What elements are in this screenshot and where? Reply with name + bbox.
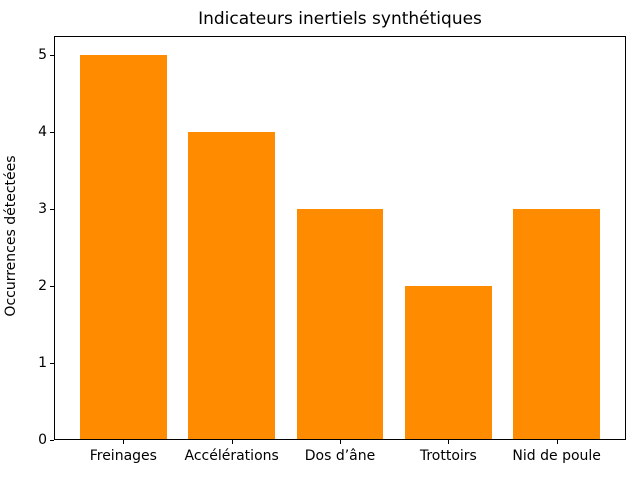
x-tick-mark [448,440,450,444]
x-tick-label: Nid de poule [512,448,601,464]
y-tick-mark [50,363,54,365]
y-tick-mark [50,286,54,288]
bar-nid-de-poule [513,209,600,440]
x-tick-mark [231,440,233,444]
x-tick-mark [556,440,558,444]
y-tick-label: 5 [38,47,47,64]
x-tick-label: Dos d’âne [304,448,376,464]
y-tick-mark [50,440,54,441]
y-tick-label: 2 [38,278,47,295]
y-tick-label: 4 [38,124,47,141]
bar-dos-d-ne [296,209,384,440]
y-tick-label: 1 [38,355,47,372]
x-tick-label: Trottoirs [419,448,477,464]
y-tick-label: 0 [38,432,47,448]
bar-freinages [80,55,167,440]
y-tick-mark [50,132,54,134]
x-tick-label: Accélérations [184,448,279,464]
x-tick-mark [340,440,341,444]
x-tick-mark [123,440,125,444]
bar-trottoirs [405,286,492,440]
chart-title: Indicateurs inertiels synthétiques [198,9,482,29]
bar-acc-l-rations [188,132,275,440]
y-tick-mark [50,209,54,211]
y-tick-mark [50,55,54,57]
x-tick-label: Freinages [89,448,157,464]
y-tick-label: 3 [38,201,47,218]
